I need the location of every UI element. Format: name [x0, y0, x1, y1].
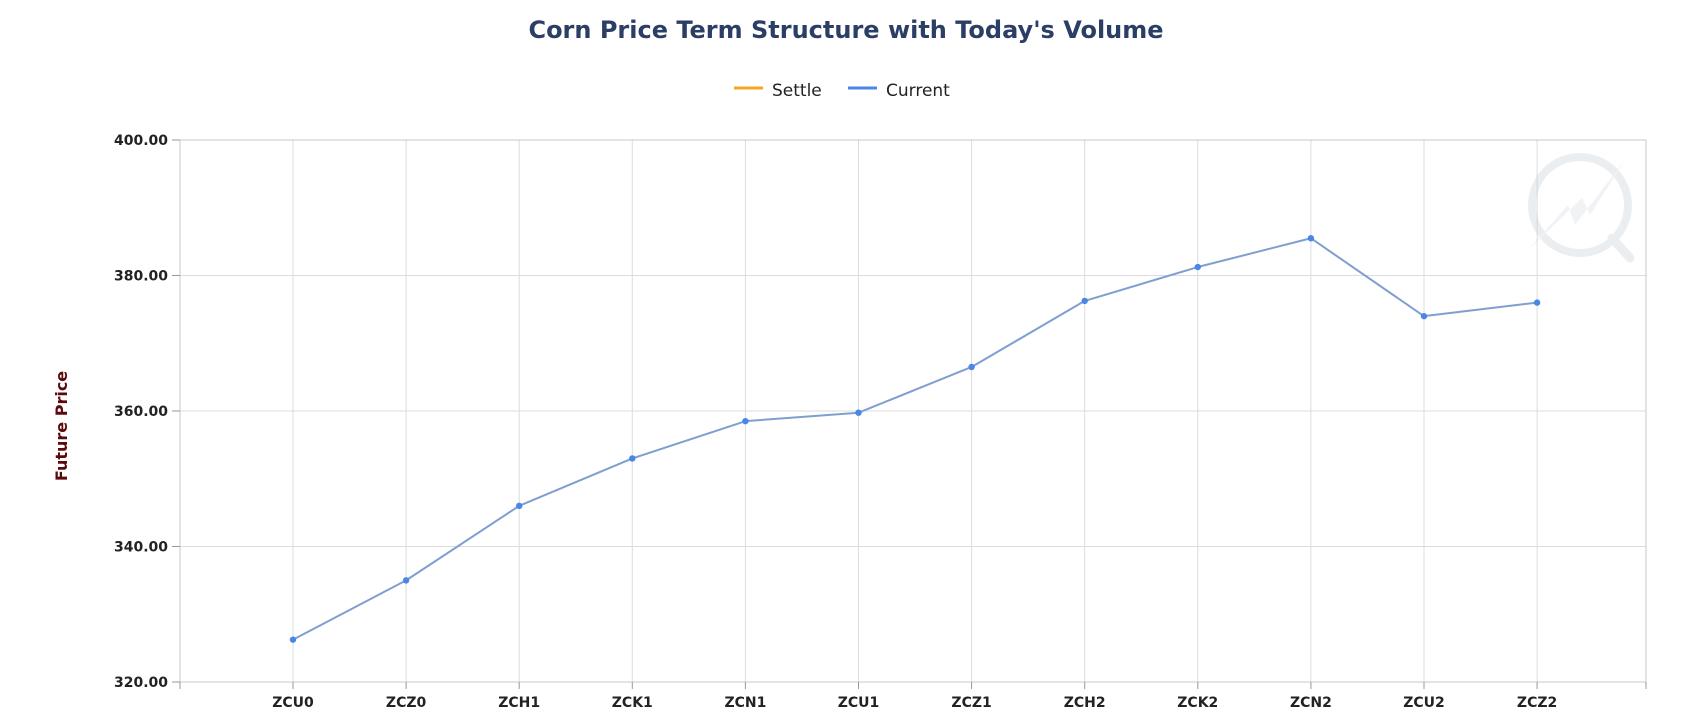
series-group — [289, 235, 1541, 643]
data-point-current[interactable] — [742, 417, 749, 425]
y-tick-label: 340.00 — [114, 540, 168, 556]
y-tick-label: 360.00 — [114, 404, 168, 420]
x-tick-label: ZCU0 — [272, 695, 314, 711]
x-tick-label: ZCN1 — [724, 695, 766, 711]
data-point-current[interactable] — [629, 455, 636, 462]
x-tick-label: ZCK2 — [1177, 695, 1218, 711]
y-tick-label: 400.00 — [114, 133, 168, 149]
data-point-current[interactable] — [968, 363, 975, 371]
y-axis-title: Future Price — [52, 371, 71, 481]
x-tick-label: ZCU1 — [838, 695, 880, 711]
data-point-current[interactable] — [1194, 263, 1202, 271]
legend: Settle Current — [734, 81, 950, 101]
x-tick-label: ZCH1 — [498, 695, 540, 711]
data-point-current[interactable] — [855, 409, 862, 416]
x-tick-label: ZCZ1 — [951, 695, 991, 711]
watermark-logo — [1528, 153, 1635, 263]
plot-frame — [179, 139, 1647, 689]
x-axis-ticks: ZCU0 ZCZ0 ZCH1 ZCK1 ZCN1 ZCU1 ZCZ1 ZCH2 ZCK2 ZCN2… — [272, 682, 1557, 711]
data-point-current[interactable] — [1420, 312, 1428, 320]
legend-item-current[interactable]: Current — [848, 81, 950, 101]
y-tick-label: 320.00 — [114, 675, 168, 691]
chart-title: Corn Price Term Structure with Today's V… — [528, 16, 1163, 44]
data-point-current[interactable] — [289, 636, 297, 643]
x-tick-label: ZCZ2 — [1517, 695, 1557, 711]
data-point-current[interactable] — [1081, 297, 1088, 305]
legend-label-current: Current — [886, 81, 950, 101]
x-tick-label: ZCZ0 — [386, 695, 427, 711]
x-tick-label: ZCU2 — [1403, 695, 1445, 711]
x-tick-label: ZCH2 — [1064, 695, 1106, 711]
x-tick-label: ZCN2 — [1290, 695, 1332, 711]
gridlines — [180, 139, 1646, 683]
data-point-current[interactable] — [1533, 299, 1541, 306]
series-line-current — [292, 237, 1538, 641]
legend-label-settle: Settle — [772, 81, 822, 101]
data-point-current[interactable] — [402, 577, 410, 584]
y-axis-ticks: 320.00 340.00 360.00 380.00 400.00 — [114, 133, 180, 691]
data-point-current[interactable] — [1307, 235, 1315, 242]
y-tick-label: 380.00 — [114, 269, 168, 285]
data-point-current[interactable] — [516, 502, 523, 510]
x-tick-label: ZCK1 — [612, 695, 653, 711]
legend-item-settle[interactable]: Settle — [734, 81, 822, 101]
